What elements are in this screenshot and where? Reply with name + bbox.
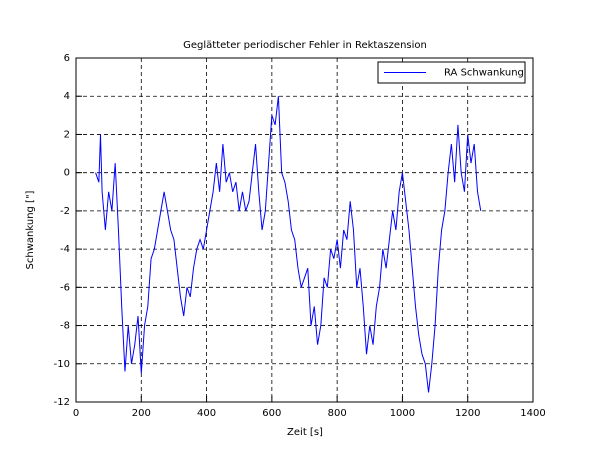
x-tick-label: 1200 — [455, 408, 480, 419]
chart-title: Geglätteter periodischer Fehler in Rekta… — [183, 40, 427, 51]
y-tick-label: -4 — [60, 244, 70, 255]
x-tick-label: 400 — [197, 408, 216, 419]
x-tick-label: 200 — [132, 408, 151, 419]
y-tick-label: -10 — [54, 359, 70, 370]
y-tick-label: 0 — [64, 168, 70, 179]
x-tick-label: 800 — [328, 408, 347, 419]
legend-box — [377, 61, 526, 84]
legend-label: RA Schwankung — [444, 68, 524, 79]
y-axis-label: Schwankung ["] — [25, 190, 36, 269]
y-tick-label: 4 — [64, 91, 70, 102]
x-tick-label: 600 — [262, 408, 281, 419]
plot-frame — [75, 57, 534, 403]
x-tick-label: 0 — [73, 408, 79, 419]
y-tick-label: -6 — [60, 282, 70, 293]
y-tick-label: -8 — [60, 321, 70, 332]
data-line — [95, 96, 482, 393]
x-axis-label: Zeit [s] — [287, 427, 323, 438]
x-tick-label: 1400 — [520, 408, 545, 419]
y-tick-label: -12 — [54, 397, 70, 408]
y-tick-label: 2 — [64, 129, 70, 140]
y-tick-label: 6 — [64, 53, 70, 64]
y-tick-label: -2 — [60, 206, 70, 217]
x-tick-label: 1000 — [390, 408, 415, 419]
